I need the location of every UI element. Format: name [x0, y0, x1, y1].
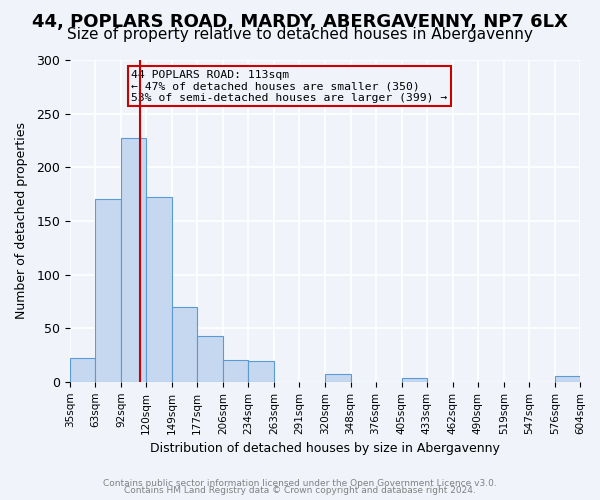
Bar — [95, 200, 121, 382]
Bar — [172, 306, 197, 382]
X-axis label: Distribution of detached houses by size in Abergavenny: Distribution of detached houses by size … — [150, 442, 500, 455]
Bar — [325, 374, 350, 382]
Bar — [197, 336, 223, 382]
Text: Contains public sector information licensed under the Open Government Licence v3: Contains public sector information licen… — [103, 478, 497, 488]
Bar — [70, 358, 95, 382]
Bar — [121, 138, 146, 382]
Bar — [555, 376, 580, 382]
Bar — [401, 378, 427, 382]
Text: 44 POPLARS ROAD: 113sqm
← 47% of detached houses are smaller (350)
53% of semi-d: 44 POPLARS ROAD: 113sqm ← 47% of detache… — [131, 70, 448, 103]
Y-axis label: Number of detached properties: Number of detached properties — [15, 122, 28, 320]
Text: Size of property relative to detached houses in Abergavenny: Size of property relative to detached ho… — [67, 28, 533, 42]
Text: Contains HM Land Registry data © Crown copyright and database right 2024.: Contains HM Land Registry data © Crown c… — [124, 486, 476, 495]
Bar — [146, 198, 172, 382]
Bar — [248, 362, 274, 382]
Text: 44, POPLARS ROAD, MARDY, ABERGAVENNY, NP7 6LX: 44, POPLARS ROAD, MARDY, ABERGAVENNY, NP… — [32, 12, 568, 30]
Bar — [223, 360, 248, 382]
